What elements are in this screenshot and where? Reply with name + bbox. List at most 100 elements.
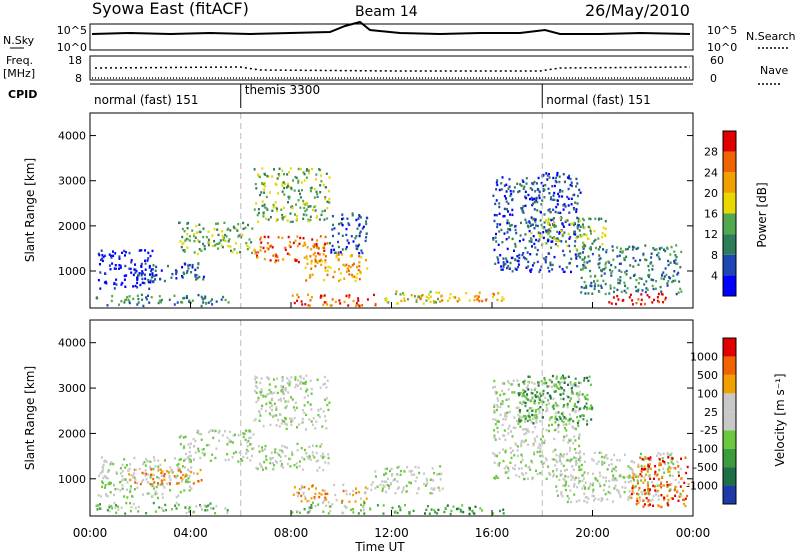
velocity-echo-cell bbox=[230, 440, 233, 443]
power-echo-cell bbox=[456, 300, 459, 303]
velocity-echo-cell bbox=[526, 419, 529, 423]
velocity-echo-cell bbox=[298, 460, 301, 463]
power-echo-cell bbox=[350, 235, 353, 238]
power-echo-cell bbox=[610, 271, 613, 275]
power-echo-cell bbox=[136, 294, 139, 297]
velocity-echo-cell bbox=[654, 465, 657, 468]
velocity-echo-cell bbox=[629, 476, 632, 479]
power-echo-cell bbox=[314, 258, 317, 261]
velocity-echo-cell bbox=[564, 484, 567, 487]
velocity-echo-cell bbox=[218, 439, 221, 442]
velocity-echo-cell bbox=[535, 414, 538, 417]
x-tick-label: 00:00 bbox=[73, 526, 108, 540]
power-echo-cell bbox=[358, 232, 361, 235]
power-echo-cell bbox=[366, 267, 369, 270]
velocity-echo-cell bbox=[655, 493, 658, 496]
velocity-echo-cell bbox=[312, 454, 315, 457]
station-title: Syowa East (fitACF) bbox=[92, 0, 249, 18]
power-echo-cell bbox=[492, 194, 495, 197]
power-echo-cell bbox=[97, 252, 100, 255]
power-echo-cell bbox=[586, 261, 589, 264]
power-echo-cell bbox=[281, 184, 284, 187]
power-echo-cell bbox=[406, 298, 409, 301]
power-echo-cell bbox=[307, 304, 310, 307]
velocity-echo-cell bbox=[246, 450, 249, 453]
power-echo-cell bbox=[578, 224, 580, 227]
power-echo-cell bbox=[676, 262, 679, 265]
power-echo-cell bbox=[678, 280, 681, 283]
velocity-echo-cell bbox=[566, 500, 569, 504]
power-echo-cell bbox=[358, 261, 361, 264]
power-echo-cell bbox=[549, 235, 552, 238]
power-echo-cell bbox=[645, 258, 648, 262]
power-echo-cell bbox=[667, 280, 670, 283]
velocity-echo-cell bbox=[627, 465, 630, 468]
power-echo-cell bbox=[492, 237, 495, 240]
velocity-echo-cell bbox=[592, 499, 595, 502]
velocity-echo-cell bbox=[175, 476, 178, 480]
power-echo-cell bbox=[507, 236, 510, 239]
velocity-colorbar-tick: 25 bbox=[704, 406, 718, 419]
velocity-echo-cell bbox=[674, 467, 677, 470]
velocity-echo-cell bbox=[166, 470, 169, 473]
velocity-echo-cell bbox=[285, 404, 288, 408]
velocity-echo-cell bbox=[584, 397, 587, 400]
velocity-echo-cell bbox=[493, 435, 496, 439]
velocity-echo-cell bbox=[274, 451, 277, 454]
power-echo-cell bbox=[566, 195, 569, 199]
power-echo-cell bbox=[574, 240, 577, 243]
velocity-echo-cell bbox=[177, 466, 180, 470]
velocity-echo-cell bbox=[658, 468, 661, 472]
velocity-echo-cell bbox=[577, 452, 580, 455]
velocity-echo-cell bbox=[301, 486, 303, 489]
power-echo-cell bbox=[589, 284, 592, 287]
power-echo-cell bbox=[518, 239, 521, 243]
velocity-colorbar-swatch bbox=[723, 356, 736, 375]
power-echo-cell bbox=[533, 180, 536, 184]
velocity-echo-cell bbox=[535, 395, 538, 399]
power-echo-cell bbox=[613, 290, 615, 294]
power-echo-cell bbox=[500, 265, 503, 268]
velocity-echo-cell bbox=[602, 476, 605, 479]
power-echo-cell bbox=[133, 268, 136, 271]
power-echo-cell bbox=[652, 247, 655, 250]
velocity-echo-cell bbox=[532, 442, 535, 446]
velocity-echo-cell bbox=[604, 454, 607, 457]
power-echo-cell bbox=[590, 284, 593, 288]
velocity-echo-cell bbox=[263, 460, 266, 464]
velocity-echo-cell bbox=[560, 381, 563, 384]
power-echo-cell bbox=[556, 203, 559, 206]
power-echo-cell bbox=[142, 304, 145, 308]
power-echo-cell bbox=[546, 229, 549, 232]
velocity-echo-cell bbox=[568, 497, 570, 500]
velocity-echo-cell bbox=[619, 494, 622, 497]
power-echo-cell bbox=[387, 301, 390, 304]
velocity-echo-cell bbox=[328, 401, 331, 404]
power-echo-cell bbox=[582, 263, 585, 267]
power-echo-cell bbox=[257, 174, 260, 178]
velocity-echo-cell bbox=[543, 378, 546, 381]
velocity-echo-cell bbox=[552, 407, 555, 410]
velocity-echo-cell bbox=[106, 495, 109, 498]
velocity-echo-cell bbox=[301, 421, 304, 424]
power-echo-cell bbox=[355, 247, 358, 250]
freq-tick-top: 18 bbox=[68, 54, 82, 67]
power-echo-cell bbox=[160, 301, 162, 304]
power-echo-cell bbox=[549, 211, 552, 214]
velocity-echo-cell bbox=[568, 413, 571, 416]
velocity-echo-cell bbox=[349, 492, 351, 496]
velocity-echo-cell bbox=[121, 484, 124, 487]
velocity-echo-cell bbox=[666, 467, 669, 471]
velocity-echo-cell bbox=[647, 464, 650, 467]
power-echo-cell bbox=[497, 261, 500, 264]
power-echo-cell bbox=[495, 240, 498, 243]
velocity-echo-cell bbox=[307, 487, 310, 491]
velocity-echo-cell bbox=[126, 488, 128, 491]
power-echo-cell bbox=[118, 264, 121, 267]
power-echo-cell bbox=[563, 231, 566, 234]
velocity-echo-cell bbox=[573, 427, 576, 430]
power-echo-cell bbox=[500, 299, 503, 302]
power-echo-cell bbox=[326, 200, 329, 203]
velocity-echo-cell bbox=[278, 413, 281, 416]
velocity-echo-cell bbox=[340, 501, 343, 504]
